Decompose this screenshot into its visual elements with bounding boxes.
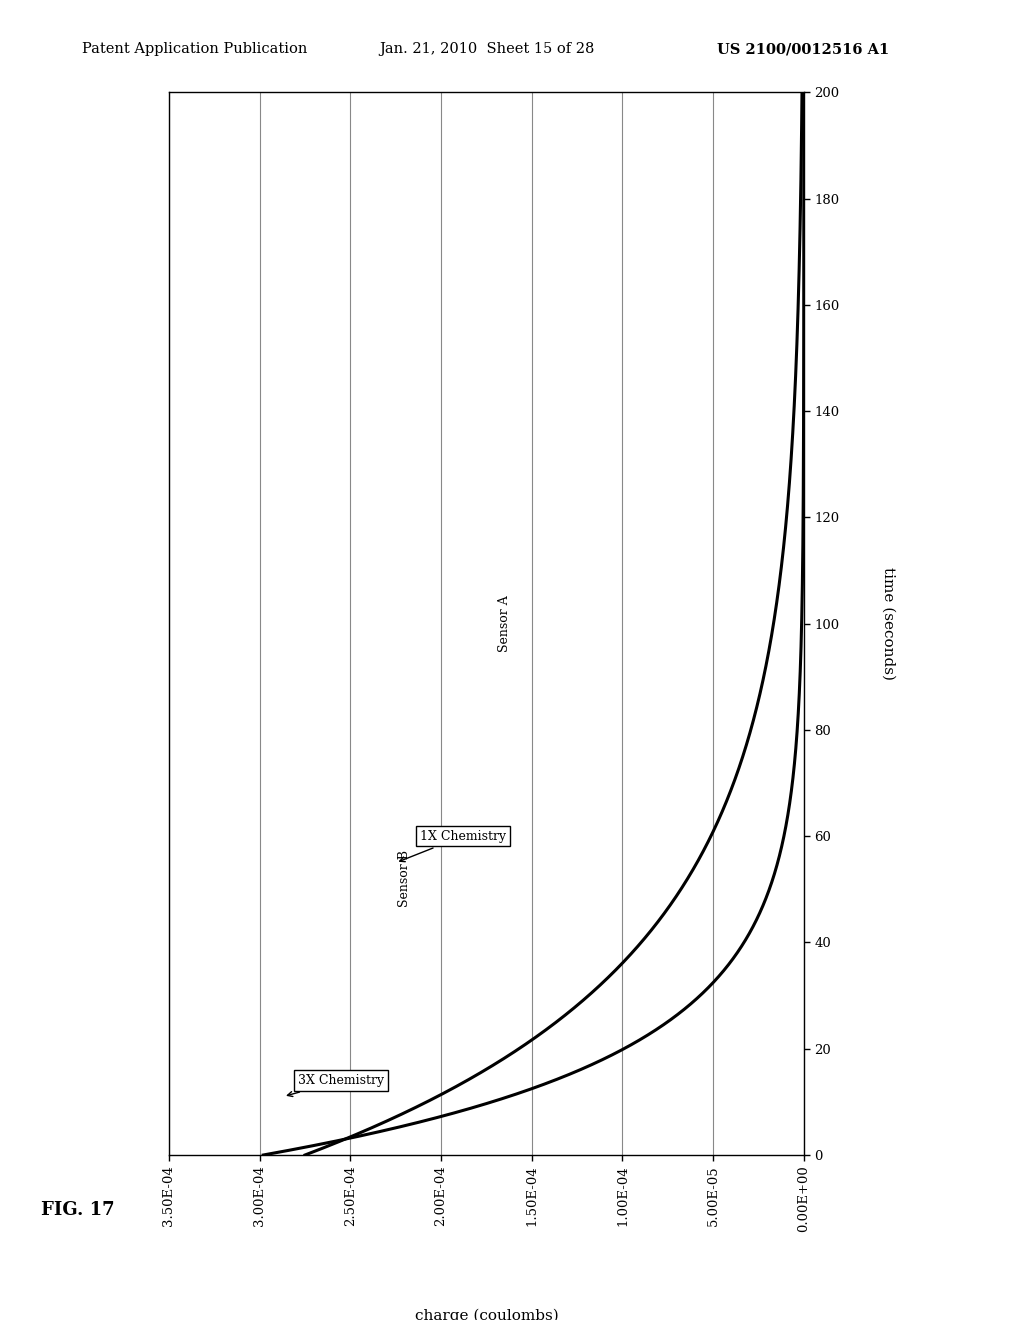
- Text: Sensor A: Sensor A: [498, 595, 511, 652]
- Y-axis label: time (seconds): time (seconds): [881, 568, 895, 680]
- Text: 1X Chemistry: 1X Chemistry: [399, 830, 506, 862]
- Text: Jan. 21, 2010  Sheet 15 of 28: Jan. 21, 2010 Sheet 15 of 28: [379, 42, 594, 57]
- Text: 3X Chemistry: 3X Chemistry: [288, 1074, 384, 1097]
- Text: Patent Application Publication: Patent Application Publication: [82, 42, 307, 57]
- Text: FIG. 17: FIG. 17: [41, 1201, 115, 1220]
- Text: Sensor B: Sensor B: [398, 850, 412, 907]
- X-axis label: charge (coulombs): charge (coulombs): [415, 1308, 558, 1320]
- Text: US 2100/0012516 A1: US 2100/0012516 A1: [717, 42, 889, 57]
